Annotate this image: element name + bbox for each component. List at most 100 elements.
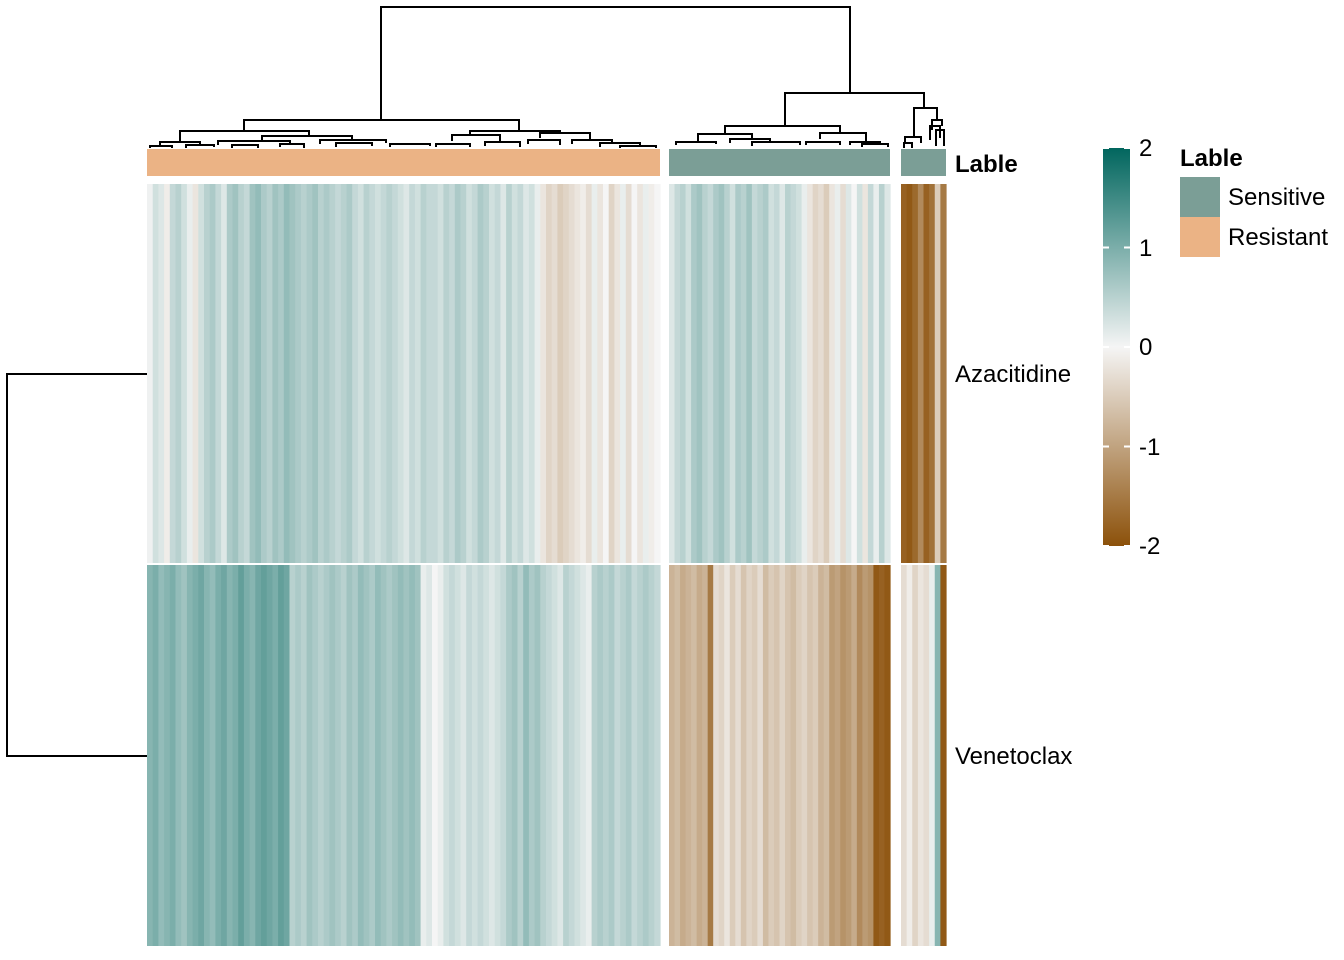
heatmap-cell	[346, 565, 353, 946]
heatmap-cell	[272, 565, 279, 946]
heatmap-cell	[912, 565, 919, 946]
heatmap-cell	[585, 565, 593, 946]
heatmap-cell	[840, 565, 847, 946]
heatmap-cell	[335, 184, 342, 563]
heatmap-cell	[923, 184, 930, 563]
heatmap-cell	[443, 184, 450, 563]
heatmap-cell	[249, 565, 256, 946]
heatmap-cell	[437, 565, 444, 946]
heatmap-cell	[221, 565, 228, 946]
heatmap-cell	[834, 184, 841, 563]
heatmap-cell	[845, 565, 852, 946]
annotation-segment	[669, 149, 890, 176]
heatmap-cell	[169, 184, 177, 563]
heatmap-cell	[713, 565, 720, 946]
heatmap-cell	[523, 565, 530, 946]
heatmap-cell	[500, 565, 507, 946]
heatmap-cell	[917, 565, 925, 946]
heatmap-cell	[751, 184, 759, 563]
heatmap-cell	[740, 184, 747, 563]
heatmap-cell	[568, 565, 576, 946]
column-dendrogram	[149, 6, 945, 148]
heatmap-cell	[215, 184, 222, 563]
heatmap-cell	[551, 565, 558, 946]
dendrogram-branch	[935, 129, 945, 146]
heatmap-cell	[878, 184, 886, 563]
dendrogram-branch	[619, 145, 657, 148]
heatmap-cell	[620, 184, 627, 563]
heatmap-cell	[823, 565, 830, 946]
heatmap-cell	[352, 184, 359, 563]
dendrogram-branch	[149, 145, 173, 148]
heatmap-cell	[574, 184, 581, 563]
heatmap-cell	[856, 184, 863, 563]
scale-tick-label: -2	[1139, 533, 1160, 560]
dendrogram-branch	[697, 133, 753, 142]
heatmap-cell	[603, 565, 610, 946]
heatmap-cell	[164, 565, 171, 946]
heatmap-cell	[580, 184, 587, 563]
heatmap-cell	[460, 565, 467, 946]
dendrogram-branch	[729, 138, 771, 143]
heatmap-cell	[534, 184, 541, 563]
heatmap-cell	[674, 565, 681, 946]
heatmap-cell	[912, 184, 919, 563]
heatmap-cell	[414, 184, 422, 563]
heatmap-cell	[702, 184, 709, 563]
heatmap-cell	[851, 565, 858, 946]
heatmap-cell	[397, 565, 405, 946]
heatmap-cell	[867, 184, 875, 563]
heatmap-cell	[261, 184, 268, 563]
heatmap-cell	[751, 565, 759, 946]
heatmap-cell	[403, 565, 410, 946]
heatmap-cell	[534, 565, 541, 946]
heatmap-cell	[335, 565, 342, 946]
dendrogram-branch	[484, 141, 521, 147]
annotation-segment	[147, 149, 660, 176]
heatmap-cell	[631, 565, 638, 946]
heatmap-cell	[540, 565, 547, 946]
dendrogram-branch	[904, 136, 922, 143]
dendrogram-branch	[527, 139, 561, 145]
dendrogram-branch	[279, 143, 305, 148]
dendrogram-branch	[6, 373, 147, 757]
scale-tick-label: 2	[1139, 135, 1152, 162]
heatmap-cell	[489, 565, 496, 946]
annotation-bar	[147, 149, 946, 176]
heatmap-cell	[152, 184, 159, 563]
heatmap-cell	[873, 184, 880, 563]
heatmap-cell	[779, 565, 786, 946]
heatmap-cell	[702, 565, 709, 946]
heatmap-cell	[773, 184, 781, 563]
heatmap-cell	[198, 184, 205, 563]
annotation-legend: Lable Sensitive Resistant	[1180, 145, 1328, 257]
heatmap-cell	[289, 565, 296, 946]
dendrogram-branch	[451, 134, 501, 142]
heatmap-cell	[437, 184, 444, 563]
heatmap-cell	[232, 184, 239, 563]
dendrogram-branch	[861, 143, 889, 147]
heatmap-cell	[685, 565, 692, 946]
heatmap-cell	[637, 184, 644, 563]
heatmap-cell	[226, 565, 234, 946]
heatmap-cell	[169, 565, 177, 946]
heatmap-cell	[454, 565, 462, 946]
heatmap-cell	[785, 565, 792, 946]
heatmap-cell	[801, 184, 808, 563]
heatmap-cell	[801, 565, 808, 946]
heatmap-cell	[862, 184, 869, 563]
heatmap-cell	[352, 565, 359, 946]
heatmap-cell	[323, 184, 330, 563]
heatmap-cell	[551, 184, 558, 563]
heatmap-cell	[283, 184, 291, 563]
heatmap-cell	[906, 184, 913, 563]
heatmap-cell	[840, 184, 847, 563]
heatmap-cell	[363, 565, 370, 946]
heatmap-cell	[386, 565, 393, 946]
annotation-title: Lable	[955, 151, 1018, 178]
heatmap-cell	[707, 184, 714, 563]
heatmap-cell	[934, 184, 941, 563]
heatmap-cell	[901, 184, 908, 563]
heatmap-cell	[243, 184, 251, 563]
heatmap-cell	[449, 565, 456, 946]
